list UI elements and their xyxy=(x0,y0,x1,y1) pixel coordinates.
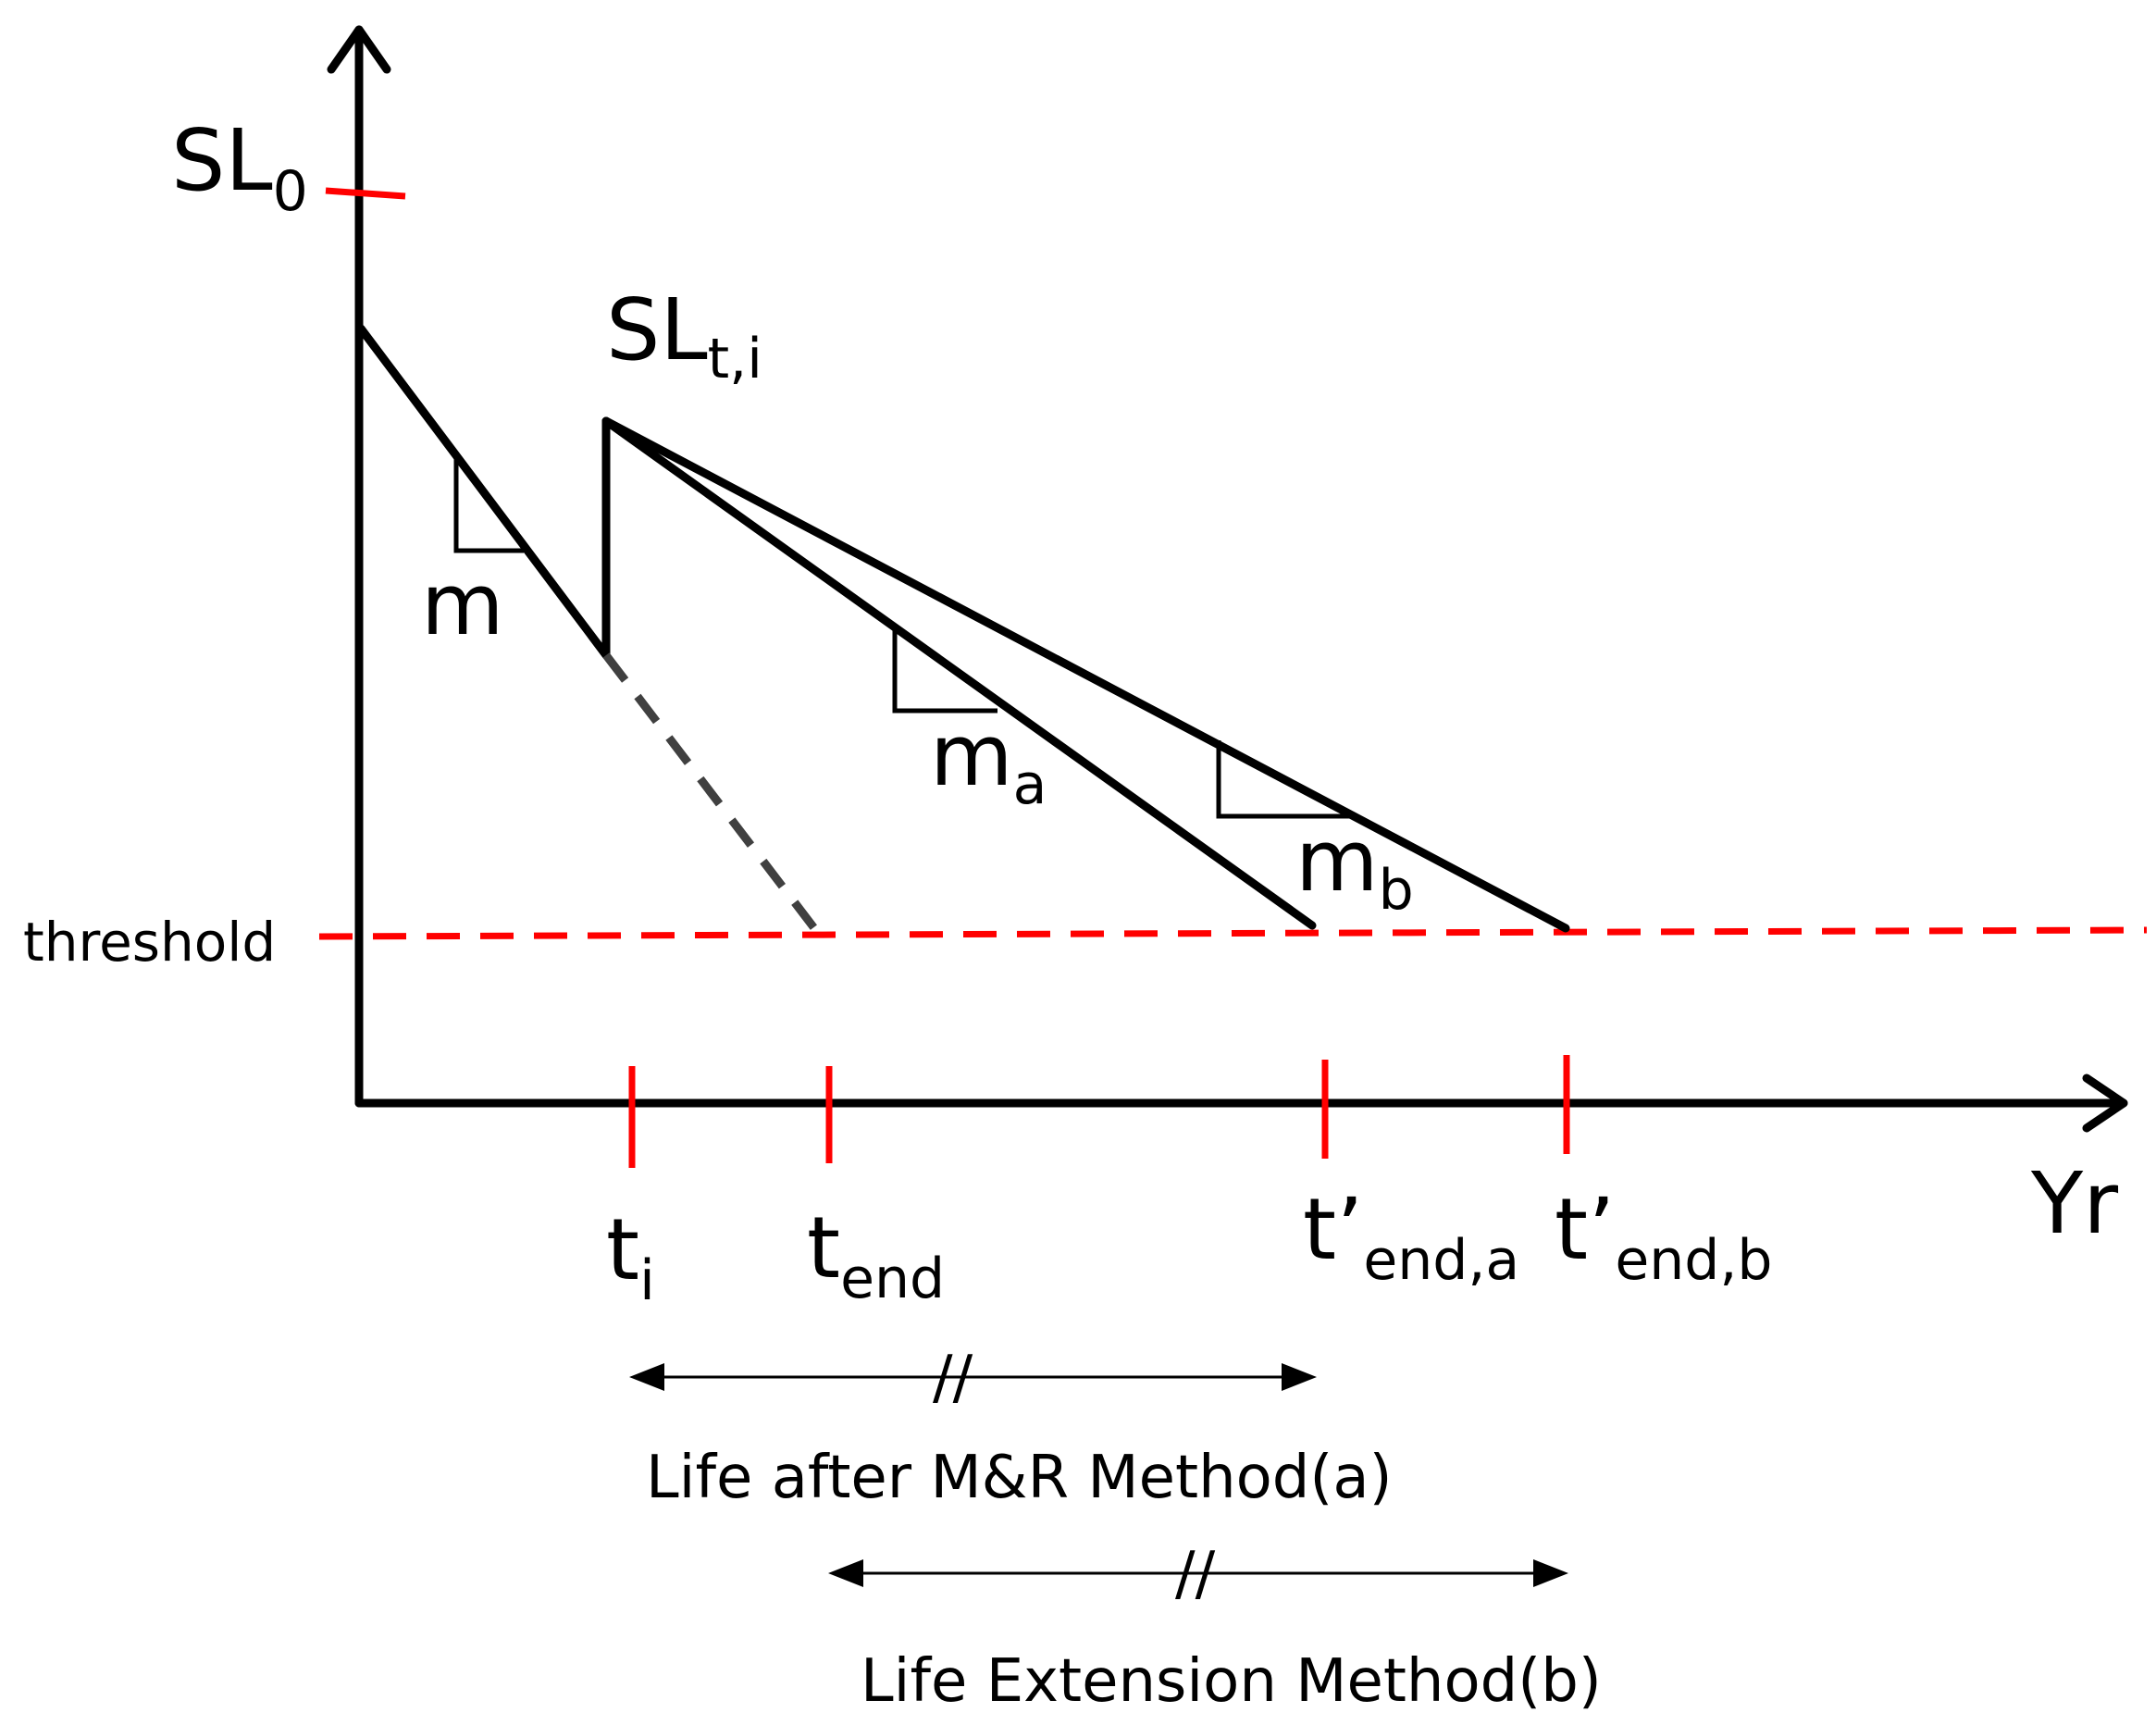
sl0-tick xyxy=(325,187,406,200)
method-a-curve xyxy=(601,416,1317,930)
y-axis-label: SL0 xyxy=(171,111,308,224)
span-a-break-mark: // xyxy=(933,1344,973,1412)
tick-label-tend-sub: end xyxy=(840,1247,945,1311)
threshold-label: threshold xyxy=(23,911,276,974)
tick-label-tend-a-main: t’ xyxy=(1303,1180,1363,1279)
tick-label-ti-main: t xyxy=(606,1200,639,1299)
y-axis-label-sub: 0 xyxy=(273,159,308,224)
slope-triangle-mb xyxy=(1216,740,1354,819)
peak-label-sub: t,i xyxy=(708,327,762,391)
tick-label-tend-a-sub: end,a xyxy=(1363,1228,1519,1293)
threshold-line xyxy=(318,926,2148,940)
axes xyxy=(327,25,2128,1133)
tick-label-ti-sub: i xyxy=(639,1248,655,1313)
y-axis-label-main: SL xyxy=(171,111,273,210)
peak-label-main: SL xyxy=(606,280,708,379)
slope-label-mb-sub: b xyxy=(1379,858,1414,923)
slope-label-ma-main: m xyxy=(930,706,1013,805)
method-b-curve xyxy=(601,416,1570,933)
slope-label-m-main: m xyxy=(421,555,504,654)
x-axis-arrowhead xyxy=(2082,1073,2128,1133)
span-b-left-head xyxy=(828,1559,863,1587)
slope-triangle-m xyxy=(453,456,524,553)
slope-label-mb: mb xyxy=(1295,812,1414,923)
slope-label-ma: ma xyxy=(930,706,1047,817)
span-b-label: Life Extension Method(b) xyxy=(861,1647,1602,1716)
slope-triangles xyxy=(453,456,1354,819)
y-axis-arrowhead xyxy=(327,25,391,74)
x-axis-label: Yr xyxy=(2030,1154,2118,1253)
tick-label-tend-b-main: t’ xyxy=(1555,1180,1615,1279)
tick-label-tend: tend xyxy=(807,1198,945,1311)
span-a-left-head xyxy=(629,1363,664,1391)
tick-label-tend-b-sub: end,b xyxy=(1615,1228,1772,1293)
span-arrowheads xyxy=(629,1363,1568,1587)
slope-label-m: m xyxy=(421,555,504,654)
slope-label-ma-sub: a xyxy=(1013,752,1047,817)
slope-triangle-ma xyxy=(892,629,997,714)
tick-label-tend-b: t’end,b xyxy=(1555,1180,1773,1293)
deterioration-curves xyxy=(356,324,1570,933)
span-a-right-head xyxy=(1282,1363,1317,1391)
tick-label-tend-main: t xyxy=(807,1198,840,1297)
tick-label-tend-a: t’end,a xyxy=(1303,1180,1519,1293)
peak-label: SLt,i xyxy=(606,280,762,391)
tick-label-ti: ti xyxy=(606,1200,655,1313)
span-b-break-mark: // xyxy=(1175,1540,1216,1608)
projected-deterioration-line xyxy=(602,652,818,931)
x-axis-ticks xyxy=(628,1055,1570,1168)
span-arrows xyxy=(633,1372,1565,1578)
span-b-right-head xyxy=(1533,1559,1568,1587)
slope-label-mb-main: m xyxy=(1295,812,1379,911)
span-a-label: Life after M&R Method(a) xyxy=(646,1444,1393,1512)
